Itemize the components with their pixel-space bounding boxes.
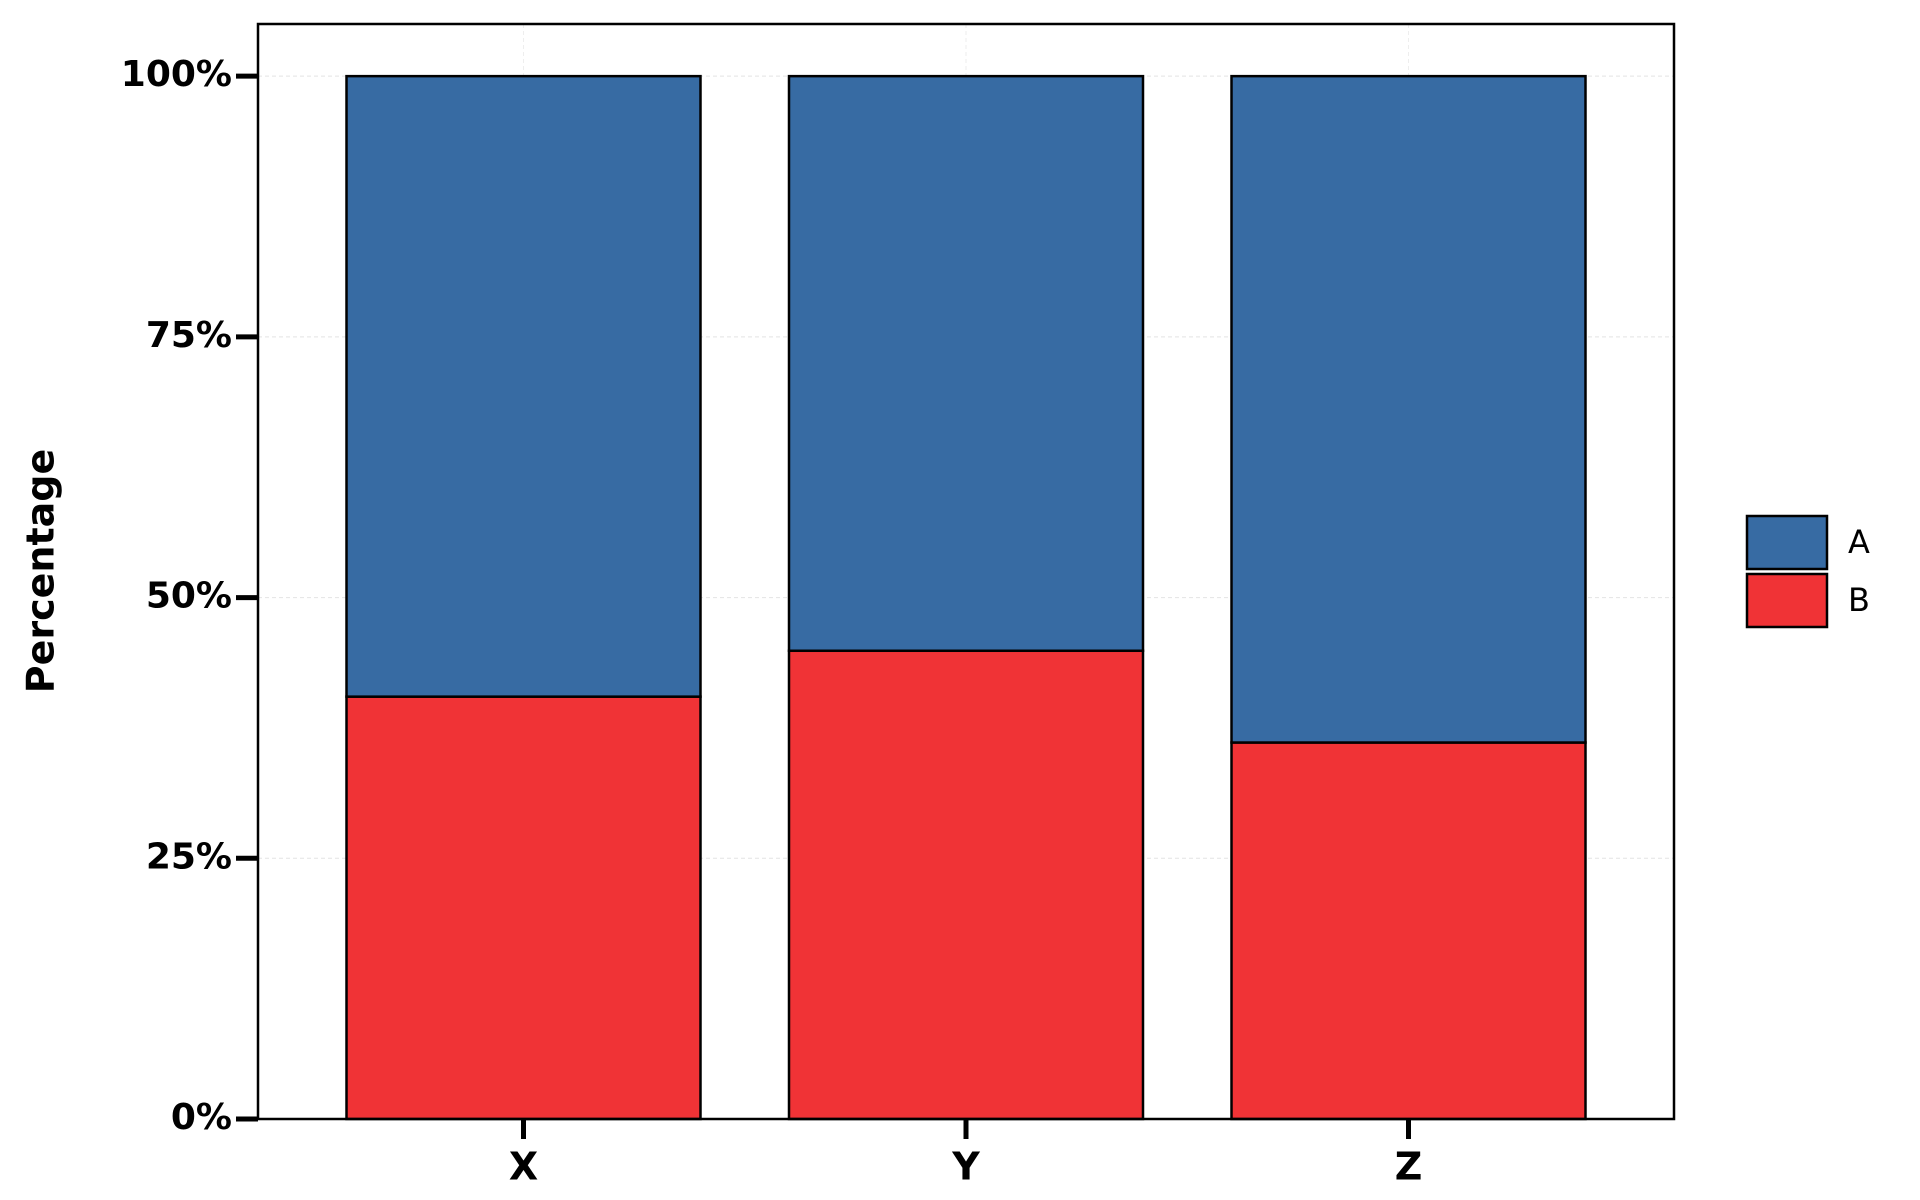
y-tick-label: 50% [146, 576, 232, 617]
bar-segment [787, 74, 1145, 653]
y-tick-label: 25% [146, 836, 232, 877]
bar-segment [1230, 741, 1587, 1121]
x-tick-label: Z [1395, 1145, 1423, 1189]
plot-frame [256, 22, 1676, 1121]
y-tick-label: 75% [146, 315, 232, 356]
y-tick-label: 100% [121, 54, 232, 95]
legend-swatch [1745, 572, 1829, 629]
legend-label: A [1848, 523, 1870, 561]
bar-segment [787, 649, 1145, 1121]
bar-segment [1230, 74, 1587, 744]
bar-segment [345, 695, 702, 1121]
y-axis-label: Percentage [19, 449, 63, 694]
y-tick-label: 0% [171, 1097, 232, 1138]
x-tick-label: X [509, 1145, 538, 1189]
x-tick-label: Y [951, 1145, 980, 1189]
legend-label: B [1848, 581, 1870, 619]
bar-segment [345, 74, 702, 698]
legend-swatch [1745, 514, 1829, 571]
